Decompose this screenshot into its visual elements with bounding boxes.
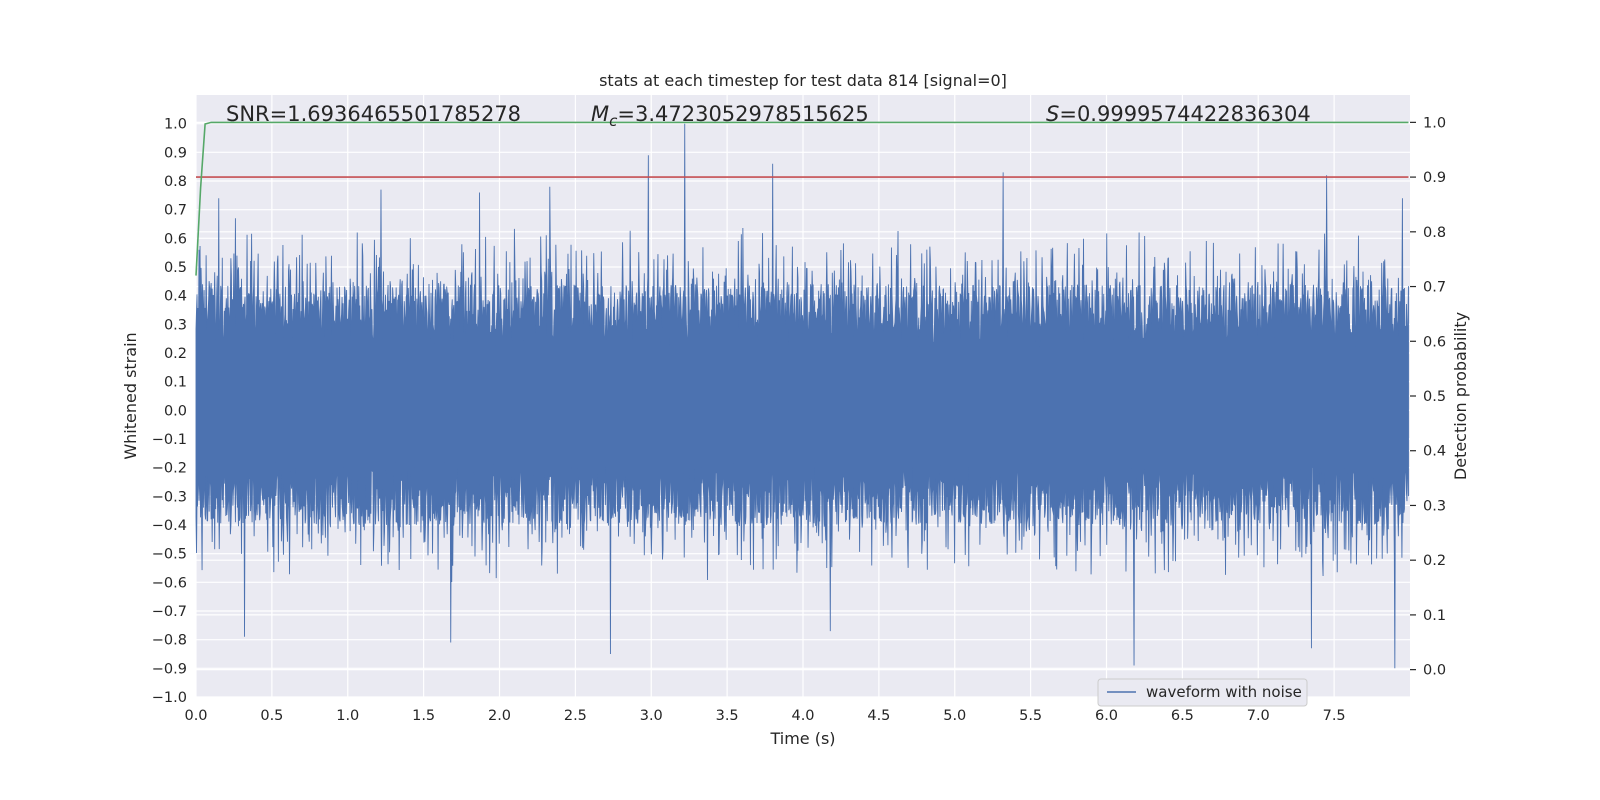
y-tick-label: 0.5 [164, 260, 187, 276]
y2-tick-label: 0.3 [1423, 498, 1446, 514]
y2-tick-label: 0.6 [1423, 334, 1446, 350]
y2-tick-label: 1.0 [1423, 115, 1446, 131]
x-tick-label: 5.5 [1019, 708, 1042, 724]
y2-tick-label: 0.5 [1423, 389, 1446, 405]
y2-axis-ticks: 0.0 0.1 0.2 0.3 0.4 0.5 0.6 0.7 0.8 0.9 1.0 [1410, 115, 1446, 679]
legend-label: waveform with noise [1146, 683, 1302, 701]
y-tick-label: 0.8 [164, 174, 187, 190]
x-axis-ticks: 0.0 0.5 1.0 1.5 2.0 2.5 3.0 3.5 4.0 4.5 5.0 5.5 6.0 6… [184, 708, 1345, 724]
y-tick-label: 0.0 [164, 403, 187, 419]
snr-annotation: SNR=1.6936465501785278 [226, 102, 521, 126]
x-tick-label: 7.0 [1247, 708, 1270, 724]
y-tick-label: 0.2 [164, 346, 187, 362]
legend-box [1097, 678, 1308, 707]
y2-tick-label: 0.4 [1423, 444, 1446, 460]
x-tick-label: 3.5 [716, 708, 739, 724]
mc-symbol: M [591, 102, 609, 126]
x-tick-label: 4.5 [867, 708, 890, 724]
y-tick-label: −0.3 [152, 489, 187, 505]
x-tick-label: 0.5 [260, 708, 283, 724]
y-tick-label: −0.2 [152, 461, 187, 477]
x-tick-label: 4.0 [791, 708, 814, 724]
x-tick-label: 2.5 [564, 708, 587, 724]
y-tick-label: −0.9 [152, 661, 187, 677]
y-axis-label: Whitened strain [121, 332, 140, 459]
x-tick-label: 1.5 [412, 708, 435, 724]
waveform-line [195, 123, 1409, 669]
y-tick-label: 0.1 [164, 375, 187, 391]
chirp-mass-annotation: Mc=3.4723052978515625 [591, 102, 869, 130]
y2-tick-label: 0.2 [1423, 553, 1446, 569]
x-tick-label: 1.0 [336, 708, 359, 724]
y-tick-label: 1.0 [164, 117, 187, 133]
x-tick-label: 0.0 [184, 708, 207, 724]
y2-tick-label: 0.1 [1423, 608, 1446, 624]
x-tick-label: 2.0 [488, 708, 511, 724]
y-tick-label: −0.7 [152, 604, 187, 620]
y-tick-label: 0.7 [164, 203, 187, 219]
y-tick-label: −0.6 [152, 575, 187, 591]
x-tick-label: 6.0 [1095, 708, 1118, 724]
y2-tick-label: 0.9 [1423, 170, 1446, 186]
detection-probability-line [195, 121, 1409, 276]
y2-tick-label: 0.0 [1423, 663, 1446, 679]
legend: waveform with noise [1097, 678, 1308, 707]
y-tick-label: −0.1 [152, 432, 187, 448]
y-axis-ticks: −1.0 −0.9 −0.8 −0.7 −0.6 −0.5 −0.4 −0.3 −0.2 −0.1… [152, 117, 187, 706]
y-tick-label: 0.6 [164, 231, 187, 247]
s-value: =0.9999574422836304 [1059, 102, 1310, 126]
y-tick-label: 0.9 [164, 145, 187, 161]
probability-series [195, 121, 1409, 276]
y-tick-label: −1.0 [152, 690, 187, 706]
y2-tick-label: 0.8 [1423, 225, 1446, 241]
chart-title: stats at each timestep for test data 814… [599, 71, 1007, 90]
x-tick-label: 7.5 [1323, 708, 1346, 724]
s-symbol: S [1046, 102, 1059, 126]
y-tick-label: −0.4 [152, 518, 187, 534]
x-tick-label: 3.0 [640, 708, 663, 724]
x-tick-label: 5.0 [943, 708, 966, 724]
waveform-series [195, 123, 1409, 669]
y2-tick-label: 0.7 [1423, 280, 1446, 296]
y2-axis-label: Detection probability [1451, 312, 1470, 480]
y-tick-label: −0.5 [152, 547, 187, 563]
mc-value: =3.4723052978515625 [617, 102, 868, 126]
y-tick-label: 0.3 [164, 317, 187, 333]
x-axis-label: Time (s) [769, 729, 835, 748]
mc-subscript: c [609, 112, 618, 130]
detection-stat-annotation: S=0.9999574422836304 [1046, 102, 1311, 126]
x-tick-label: 6.5 [1171, 708, 1194, 724]
y-tick-label: −0.8 [152, 633, 187, 649]
y-tick-label: 0.4 [164, 289, 187, 305]
